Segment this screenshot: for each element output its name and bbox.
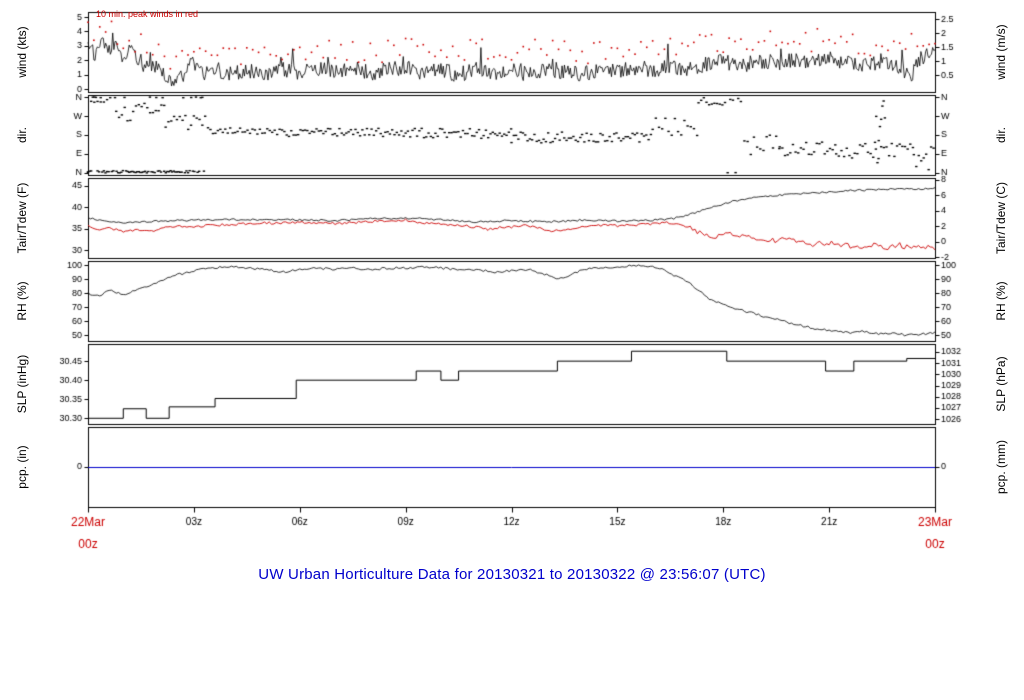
peak-wind-annotation: 10 min. peak winds in red bbox=[96, 9, 199, 19]
chart-title: UW Urban Horticulture Data for 20130321 … bbox=[258, 566, 766, 583]
y-axis-label-left-pcp: pcp. (in) bbox=[15, 445, 29, 489]
y-axis-label-right-pcp: pcp. (mm) bbox=[994, 440, 1008, 494]
